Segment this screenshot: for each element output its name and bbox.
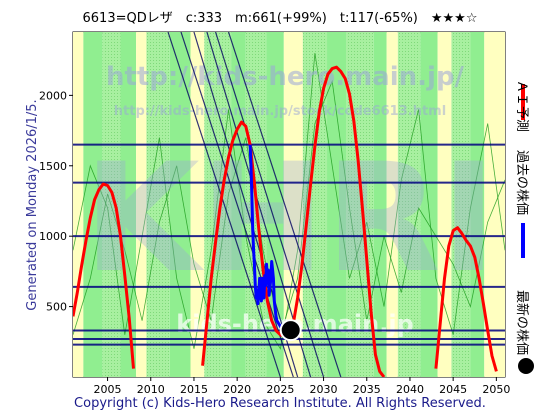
generated-label: Generated on Monday 2026/1/5. xyxy=(25,99,40,310)
band-15 xyxy=(346,32,374,377)
watermark-layer: KHRI http://kids-hero.main.jp/ http://ki… xyxy=(83,62,496,338)
trend-line-1 xyxy=(193,32,299,377)
trend-line-4 xyxy=(227,32,342,377)
axes: 500 1000 1500 2000 2005 2010 2015 2020 2025 2030 2… xyxy=(39,89,510,396)
legend-latest-label: 最新の株価 xyxy=(514,290,530,355)
x-tick-label-1: 2010 xyxy=(137,383,165,396)
x-tick-label-6: 2035 xyxy=(353,383,381,396)
y-tick-label-2: 1500 xyxy=(39,160,67,173)
copyright-text: Copyright (c) Kids-Hero Research Institu… xyxy=(74,396,486,411)
x-tick-label-4: 2025 xyxy=(266,383,294,396)
legend: ＡＩ予測 過去の株価 最新の株価 xyxy=(514,80,534,374)
band-20 xyxy=(437,32,452,377)
band-17 xyxy=(386,32,398,377)
x-tick-label-9: 2050 xyxy=(482,383,510,396)
series-past-line xyxy=(248,144,289,338)
x-tick-label-7: 2040 xyxy=(396,383,424,396)
latest-price-marker xyxy=(279,319,302,342)
x-tick-label-0: 2005 xyxy=(94,383,122,396)
y-tick-label-0: 500 xyxy=(46,301,67,314)
band-8 xyxy=(204,32,232,377)
latest-layer xyxy=(279,319,302,342)
trend-lines xyxy=(167,32,342,377)
trend-line-5 xyxy=(167,32,281,377)
chart-title: 6613=QDレザ c:333 m:661(+99%) t:117(-65%) … xyxy=(83,11,478,26)
band-16 xyxy=(373,32,387,377)
band-14 xyxy=(327,32,347,377)
x-tick-label-5: 2030 xyxy=(310,383,338,396)
y-tick-label-3: 2000 xyxy=(39,89,67,102)
band-wave-0 xyxy=(73,53,505,350)
band-21 xyxy=(451,32,471,377)
trend-line-3 xyxy=(214,32,325,377)
watermark-url-page: http://kids-hero.main.jp/stock/code6613.… xyxy=(114,104,446,119)
trend-line-0 xyxy=(180,32,294,377)
band-2 xyxy=(102,32,121,377)
band-6 xyxy=(169,32,191,377)
watermark-url-main: http://kids-hero.main.jp/ xyxy=(106,62,465,92)
band-0 xyxy=(73,32,84,377)
x-tick-label-3: 2020 xyxy=(223,383,251,396)
band-7 xyxy=(190,32,205,377)
legend-past-label: 過去の株価 xyxy=(514,150,529,215)
x-tick-label-2: 2015 xyxy=(180,383,208,396)
y-tick-label-1: 1000 xyxy=(39,230,67,243)
legend-forecast-label: ＡＩ予測 xyxy=(514,80,529,132)
x-tick-label-8: 2045 xyxy=(439,383,467,396)
band-18 xyxy=(397,32,421,377)
legend-latest-marker xyxy=(518,358,534,374)
band-19 xyxy=(420,32,438,377)
band-4 xyxy=(136,32,147,377)
band-5 xyxy=(146,32,170,377)
